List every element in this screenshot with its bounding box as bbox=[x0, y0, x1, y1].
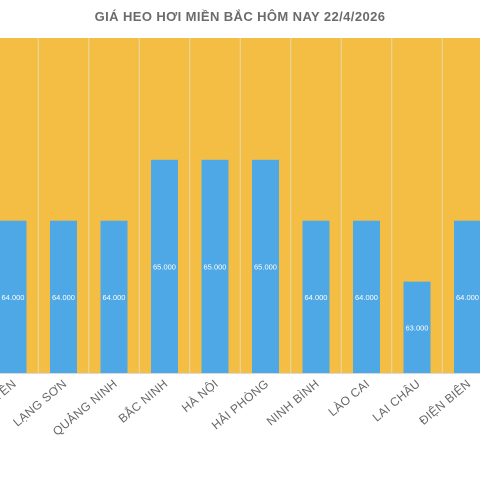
bar bbox=[403, 281, 431, 373]
category-label: LAI CHÂU bbox=[369, 376, 423, 425]
bar bbox=[454, 220, 480, 373]
data-labels: 64.000 64.000 64.000 65.000 65.000 65.000 64.0… bbox=[2, 262, 479, 332]
bar-value-label: 64.000 bbox=[52, 293, 75, 302]
category-label: YÊN bbox=[0, 376, 19, 404]
bar-value-label: 65.000 bbox=[153, 262, 176, 271]
bar bbox=[252, 159, 279, 373]
bar bbox=[151, 159, 178, 373]
bar-value-label: 64.000 bbox=[456, 293, 479, 302]
category-label: NINH BÌNH bbox=[263, 376, 322, 429]
bar bbox=[302, 220, 330, 373]
bar bbox=[353, 220, 380, 373]
category-label: HÀ NỘI bbox=[178, 376, 221, 415]
bar-value-label: 65.000 bbox=[204, 262, 227, 271]
bar-value-label: 64.000 bbox=[305, 293, 328, 302]
bar bbox=[0, 220, 27, 373]
bar bbox=[100, 220, 128, 373]
bar-value-label: 65.000 bbox=[254, 262, 277, 271]
category-label: BẮC NINH bbox=[115, 376, 170, 426]
bars bbox=[0, 159, 480, 373]
category-label: ĐIỆN BIÊN bbox=[416, 376, 474, 428]
category-separators bbox=[37, 38, 443, 373]
bar-value-label: 64.000 bbox=[355, 293, 378, 302]
bar bbox=[201, 159, 229, 373]
bar-value-label: 63.000 bbox=[406, 323, 429, 332]
category-label: LÀO CAI bbox=[325, 376, 373, 419]
bar bbox=[50, 220, 77, 373]
bar-value-label: 64.000 bbox=[2, 293, 25, 302]
bar-value-label: 64.000 bbox=[103, 293, 126, 302]
chart-title: GIÁ HEO HƠI MIỀN BẮC HÔM NAY 22/4/2026 bbox=[94, 9, 386, 24]
